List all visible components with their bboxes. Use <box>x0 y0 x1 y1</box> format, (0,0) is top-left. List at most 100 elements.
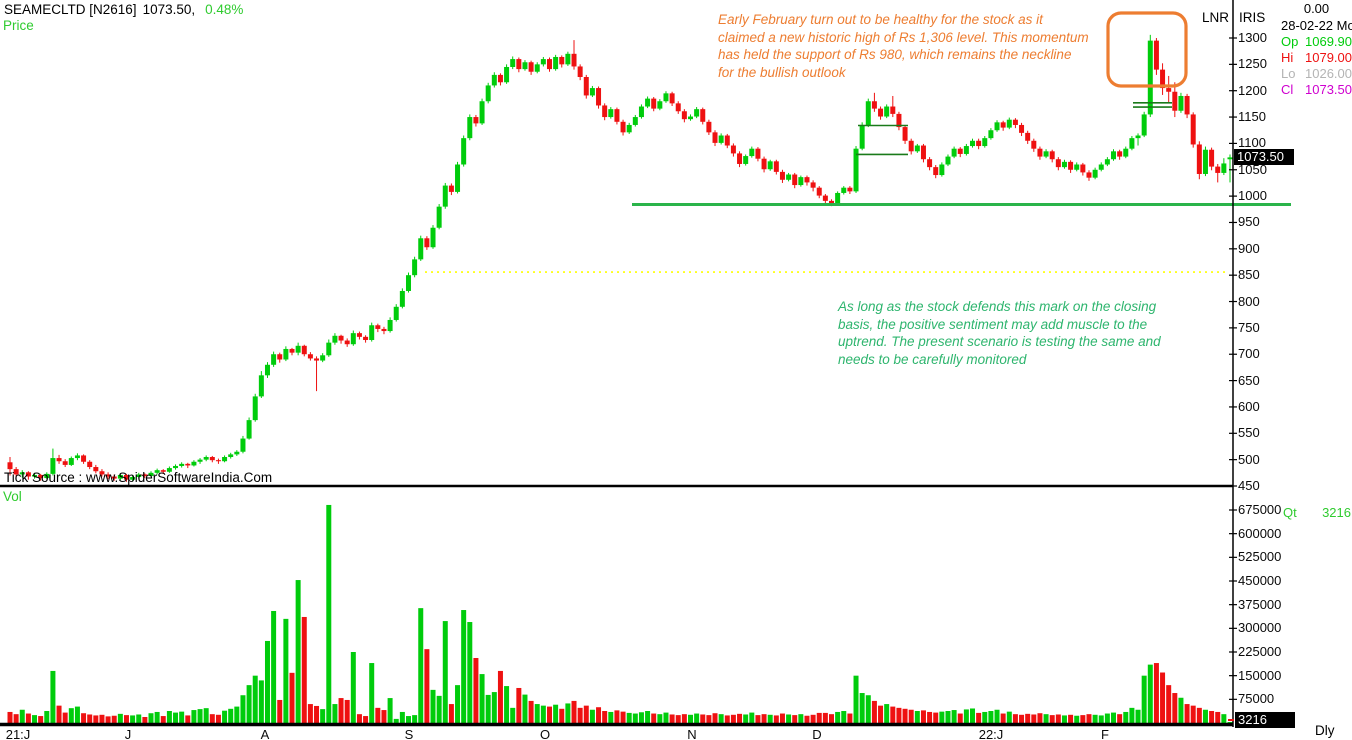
candle-body <box>951 148 957 157</box>
volume-bar <box>148 713 154 723</box>
candle-body <box>442 185 448 207</box>
candle-body <box>1086 172 1092 178</box>
candle-body <box>871 101 877 109</box>
candle-body <box>767 161 773 170</box>
candle-body <box>142 474 148 476</box>
candle-body <box>602 105 608 118</box>
month-label: S <box>404 727 414 740</box>
price-tick-label: 800 <box>1238 293 1260 309</box>
volume-bar <box>491 692 497 723</box>
candle-body <box>835 192 841 204</box>
candle-body <box>669 93 675 104</box>
volume-bar <box>13 714 19 723</box>
volume-bar <box>626 712 632 723</box>
candle-body <box>222 457 228 462</box>
volume-bar <box>994 709 1000 723</box>
candle-body <box>491 74 497 86</box>
candle-body <box>1098 164 1104 170</box>
volume-bar <box>847 713 853 723</box>
candle-body <box>773 161 779 172</box>
volume-bar <box>1227 721 1233 723</box>
volume-bar <box>418 608 424 723</box>
candle-body <box>933 167 939 176</box>
candle-body <box>970 140 976 147</box>
candle-body <box>467 117 473 139</box>
volume-bar <box>632 713 638 723</box>
volume-bar <box>338 698 344 723</box>
volume-bar <box>970 708 976 723</box>
price-tick-label: 1000 <box>1238 188 1267 204</box>
quote-row-value: 1073.50 <box>1305 82 1352 97</box>
volume-bar <box>1031 714 1037 723</box>
volume-bar <box>822 712 828 723</box>
volume-bar <box>123 715 129 723</box>
candle-body <box>1209 149 1215 167</box>
volume-tick-label: 450000 <box>1238 573 1282 588</box>
candle-body <box>356 333 362 337</box>
volume-pane-label: Vol <box>3 489 22 504</box>
candle-body <box>289 348 295 353</box>
price-tick-label: 650 <box>1238 372 1260 388</box>
volume-bar <box>448 704 454 723</box>
volume-bar <box>1012 714 1018 723</box>
volume-bar <box>920 710 926 723</box>
volume-bar <box>332 704 338 723</box>
candle-body <box>939 164 945 176</box>
volume-bar <box>700 714 706 723</box>
candle-body <box>19 472 25 475</box>
volume-bar <box>1025 713 1031 723</box>
candle-body <box>363 336 369 341</box>
candle-body <box>902 127 908 141</box>
candle-body <box>614 109 620 122</box>
candle-body <box>737 153 743 164</box>
candle-body <box>1000 122 1006 128</box>
volume-bar <box>571 700 577 723</box>
volume-bar <box>890 706 896 723</box>
volume-bar <box>871 700 877 723</box>
price-tick-label: 750 <box>1238 319 1260 335</box>
volume-bar <box>669 714 675 723</box>
volume-bar <box>1215 711 1221 723</box>
volume-bar <box>516 687 522 723</box>
candle-body <box>571 53 577 67</box>
candle-body <box>271 354 277 365</box>
candle-body <box>504 66 510 83</box>
volume-bar <box>614 710 620 723</box>
candle-body <box>258 375 264 397</box>
volume-bar <box>730 714 736 723</box>
candle-body <box>295 345 301 353</box>
tick-source-watermark: Tick Source : www.SpiderSoftwareIndia.Co… <box>4 470 273 485</box>
candle-body <box>1117 151 1123 157</box>
candle-body <box>859 124 865 149</box>
volume-bar <box>546 706 552 723</box>
volume-tick-label: 300000 <box>1238 620 1282 636</box>
volume-bar <box>1141 675 1147 723</box>
volume-bar <box>767 714 773 723</box>
volume-bar <box>540 705 546 723</box>
volume-bar <box>38 716 44 723</box>
volume-tick-label: 375000 <box>1238 596 1282 612</box>
candle-body <box>1080 164 1086 173</box>
volume-bar <box>663 712 669 723</box>
volume-bar <box>1068 714 1074 723</box>
candle-body <box>528 62 534 72</box>
volume-bar <box>209 714 215 723</box>
candle-body <box>448 185 454 192</box>
candle-body <box>191 461 197 466</box>
volume-bar <box>467 622 473 723</box>
volume-bar <box>1147 664 1153 723</box>
volume-bar <box>1202 709 1208 723</box>
volume-bar <box>289 672 295 723</box>
candle-body <box>1221 163 1227 173</box>
candle-body <box>1006 119 1012 128</box>
candle-body <box>786 174 792 180</box>
candle-body <box>123 474 129 480</box>
volume-bar <box>430 689 436 723</box>
candle-body <box>890 106 896 114</box>
candle-body <box>1055 159 1061 168</box>
volume-bar <box>724 715 730 723</box>
volume-bar <box>1178 697 1184 723</box>
candle-body <box>730 145 736 154</box>
volume-bar <box>442 621 448 723</box>
